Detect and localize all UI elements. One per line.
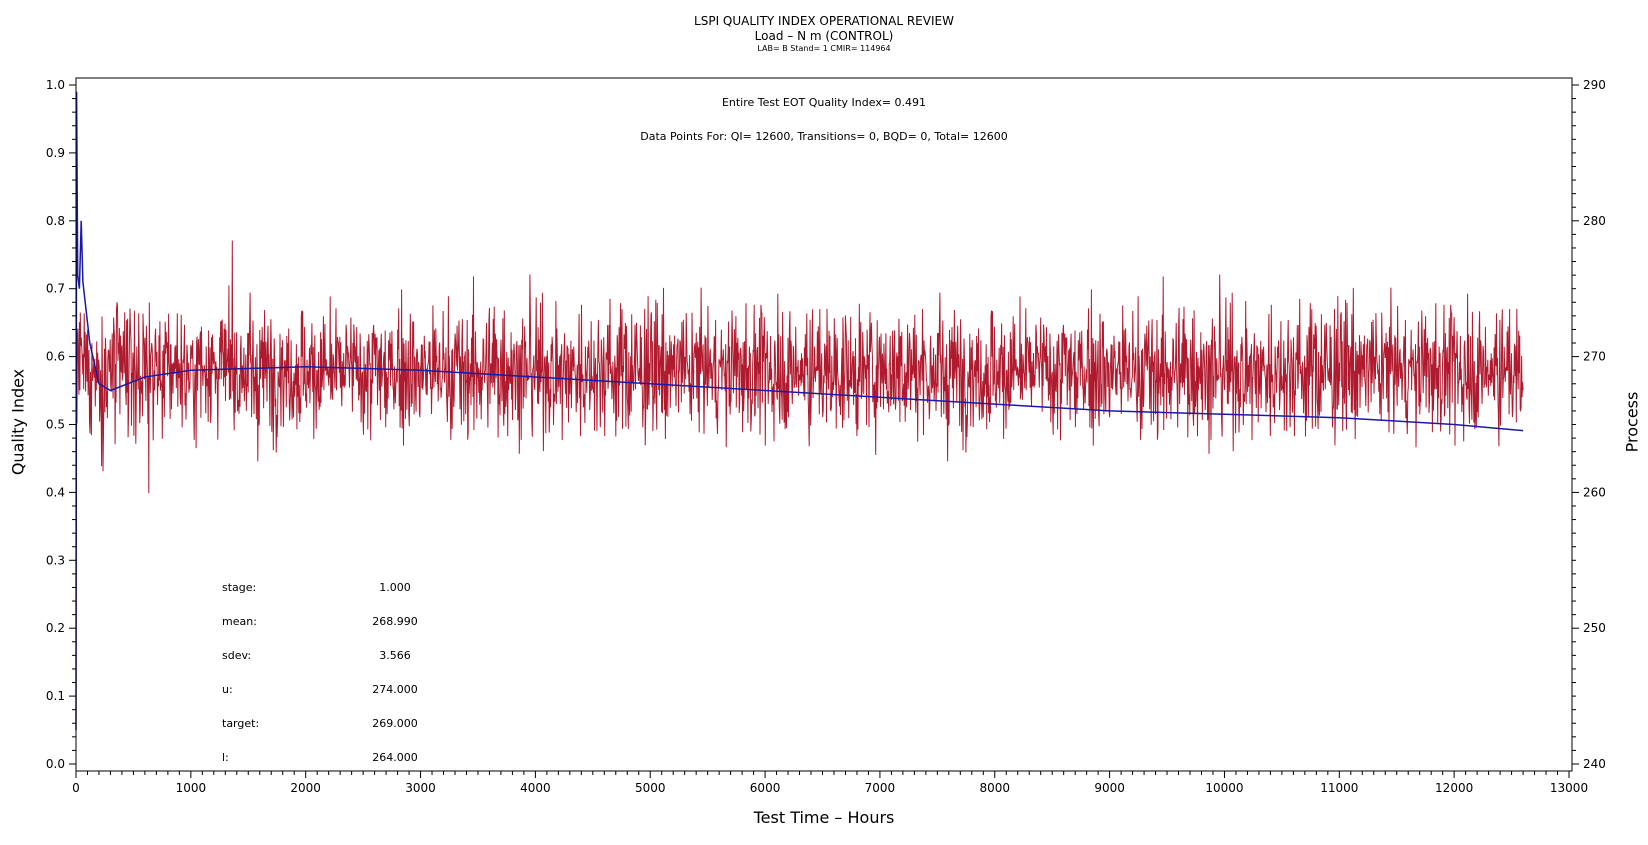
y-axis-label: Quality Index: [8, 368, 28, 476]
stat-label-lower: l:: [222, 751, 229, 764]
x-tick-label: 13000: [1550, 781, 1588, 795]
x-tick-label: 7000: [865, 781, 896, 795]
x-tick-label: 6000: [750, 781, 781, 795]
x-axis-label: Test Time – Hours: [753, 808, 895, 827]
quality-index-line: [75, 91, 1524, 731]
stat-label-upper: u:: [222, 683, 233, 696]
y-tick-label: 0.6: [46, 350, 65, 364]
process-trace: [75, 240, 1524, 494]
y2-tick-label: 290: [1583, 78, 1606, 92]
x-tick-label: 12000: [1435, 781, 1473, 795]
process-series: [75, 240, 1524, 494]
y-tick-label: 0.4: [46, 485, 65, 499]
y2-tick-label: 280: [1583, 214, 1606, 228]
y-axis: 0.0 0.1 0.2 0.3 0.4 0.5 0.6 0.7 0.8 0.9 1.0: [46, 78, 76, 771]
y-tick-label: 0.7: [46, 282, 65, 296]
stat-value-lower: 264.000: [372, 751, 418, 764]
y2-tick-label: 260: [1583, 485, 1606, 499]
x-tick-label: 4000: [520, 781, 551, 795]
y-tick-label: 0.2: [46, 621, 65, 635]
eot-quality-index-note: Entire Test EOT Quality Index= 0.491: [721, 96, 927, 109]
x-tick-label: 0: [72, 781, 80, 795]
x-tick-label: 9000: [1094, 781, 1125, 795]
stat-value-sdev: 3.566: [379, 649, 411, 662]
x-tick-label: 11000: [1320, 781, 1358, 795]
y2-tick-label: 240: [1583, 757, 1606, 771]
y-tick-label: 0.0: [46, 757, 65, 771]
stat-label-sdev: sdev:: [222, 649, 252, 662]
chart-title: LSPI QUALITY INDEX OPERATIONAL REVIEW: [694, 14, 954, 28]
stat-label-target: target:: [222, 717, 260, 730]
chart-subtitle: Load – N m (CONTROL): [754, 29, 894, 43]
x-tick-label: 3000: [405, 781, 436, 795]
stat-label-stage: stage:: [222, 581, 257, 594]
stat-value-mean: 268.990: [372, 615, 418, 628]
x-tick-label: 5000: [635, 781, 666, 795]
x-tick-label: 8000: [979, 781, 1010, 795]
plot-frame: [75, 77, 1573, 772]
y2-axis-label: Process: [1622, 391, 1642, 453]
y-tick-label: 0.5: [46, 418, 65, 432]
y-tick-label: 1.0: [46, 78, 65, 92]
y-tick-label: 0.8: [46, 214, 65, 228]
x-axis: 0 1000 2000 3000 4000 5000 6000 7000 8000 9000 100…: [72, 771, 1588, 795]
x-tick-label: 1000: [176, 781, 207, 795]
x-tick-label: 2000: [290, 781, 321, 795]
chart-sub-subtitle: LAB= B Stand= 1 CMIR= 114964: [757, 44, 891, 53]
stat-value-target: 269.000: [372, 717, 418, 730]
y2-tick-label: 270: [1583, 350, 1606, 364]
data-points-note: Data Points For: QI= 12600, Transitions=…: [640, 130, 1008, 143]
quality-index-series: [75, 91, 1524, 731]
stat-value-upper: 274.000: [372, 683, 418, 696]
x-tick-label: 10000: [1205, 781, 1243, 795]
stat-label-mean: mean:: [222, 615, 257, 628]
y-tick-label: 0.9: [46, 146, 65, 160]
y-tick-label: 0.1: [46, 689, 65, 703]
y-tick-label: 0.3: [46, 553, 65, 567]
y2-tick-label: 250: [1583, 621, 1606, 635]
y2-axis: 240 250 260 270 280 290: [1572, 78, 1606, 771]
stat-value-stage: 1.000: [379, 581, 411, 594]
